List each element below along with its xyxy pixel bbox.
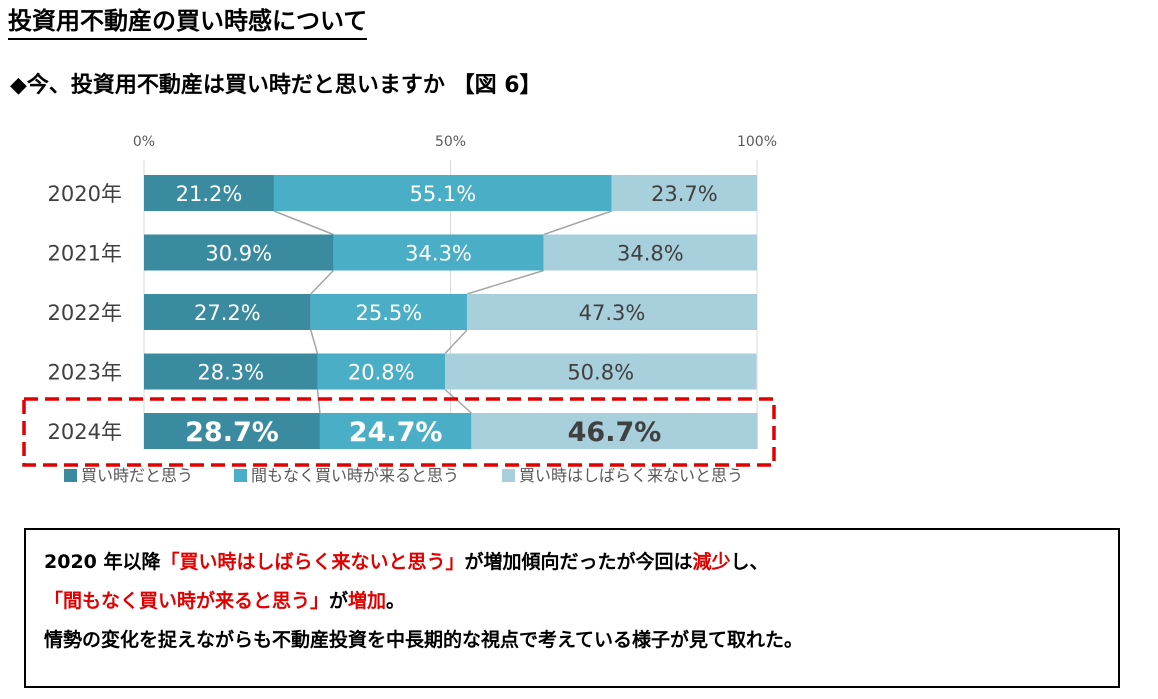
legend-swatch [234, 469, 247, 482]
x-tick-label: 0% [133, 134, 155, 150]
summary-text: し、 [730, 551, 769, 573]
category-label: 2023年 [48, 361, 122, 385]
legend-label: 買い時はしばらく来ないと思う [519, 466, 743, 485]
data-label: 30.9% [205, 242, 272, 266]
data-label: 20.8% [348, 361, 415, 385]
bar-segment [144, 234, 334, 271]
legend-label: 買い時だと思う [81, 466, 193, 485]
summary-highlight: 「間もなく買い時が来ると思う」 [44, 590, 330, 612]
x-tick-label: 50% [435, 134, 466, 150]
summary-highlight: 「買い時はしばらく来ないと思う」 [160, 551, 465, 573]
series-connector-line [543, 210, 612, 236]
data-label: 28.7% [185, 417, 279, 448]
series-connector-line [273, 210, 334, 236]
chart-subtitle: ◆今、投資用不動産は買い時だと思いますか 【図 6】 [10, 73, 542, 98]
summary-text: が増加傾向だったが今回は [464, 551, 693, 573]
series-connector-line [444, 329, 468, 355]
category-label: 2022年 [48, 301, 122, 325]
legend-swatch [64, 469, 77, 482]
data-label: 28.3% [197, 361, 264, 385]
bar-segment [144, 353, 318, 390]
legend-swatch [502, 469, 515, 482]
data-label: 55.1% [409, 182, 476, 206]
bar-segment [543, 234, 757, 271]
summary-text: 2020 年以降 [44, 551, 161, 573]
legend-label: 間もなく買い時が来ると思う [251, 466, 459, 485]
bar-segment [273, 175, 612, 211]
series-connector-line [310, 329, 319, 354]
bar-segment [611, 175, 757, 211]
category-label: 2021年 [48, 242, 122, 266]
summary-line-3: 情勢の変化を捉えながらも不動産投資を中長期的な視点で考えている様子が見て取れた。 [44, 628, 1118, 653]
category-label: 2020年 [48, 182, 122, 206]
bar-segment [317, 353, 445, 390]
stacked-bar-chart: 0% 50% 100% 2020年 21.2% 55.1% 23.7% 2021年 30.9% 3… [22, 134, 777, 485]
data-label: 46.7% [568, 417, 662, 448]
bar-segment [144, 175, 274, 211]
series-connector-line [466, 269, 544, 295]
bar-segment [467, 294, 757, 330]
bar-segment [319, 413, 472, 449]
bar-segment [471, 413, 758, 449]
data-label: 27.2% [194, 301, 261, 325]
series-connector-line [444, 388, 472, 414]
data-label: 34.3% [405, 242, 472, 266]
summary-box: 2020 年以降「買い時はしばらく来ないと思う」が増加傾向だったが今回は減少し、… [24, 528, 1120, 688]
bar-segment [144, 413, 320, 449]
summary-highlight: 減少 [692, 551, 731, 573]
bar-segment [310, 294, 468, 330]
data-label: 24.7% [349, 417, 443, 448]
bar-segment [333, 234, 544, 271]
category-label: 2024年 [48, 420, 122, 444]
data-label: 34.8% [617, 242, 684, 266]
highlight-dashed-box [22, 397, 776, 467]
data-label: 50.8% [567, 361, 634, 385]
summary-text: が [329, 590, 349, 612]
bar-segment [144, 294, 311, 330]
summary-line-1: 2020 年以降「買い時はしばらく来ないと思う」が増加傾向だったが今回は減少し、 [44, 550, 1118, 575]
summary-highlight: 増加 [348, 590, 387, 612]
summary-text: 。 [386, 590, 406, 612]
data-label: 21.2% [176, 182, 243, 206]
data-label: 25.5% [356, 301, 423, 325]
bar-segment [444, 353, 757, 390]
page-title: 投資用不動産の買い時感について [8, 6, 368, 40]
data-label: 23.7% [651, 182, 718, 206]
series-connector-line [310, 269, 334, 295]
x-tick-label: 100% [737, 134, 777, 150]
summary-line-2: 「間もなく買い時が来ると思う」が増加。 [44, 589, 1118, 614]
summary-text: 情勢の変化を捉えながらも不動産投資を中長期的な視点で考えている様子が見て取れた。 [44, 629, 804, 651]
series-connector-line [316, 389, 321, 414]
data-label: 47.3% [579, 301, 646, 325]
